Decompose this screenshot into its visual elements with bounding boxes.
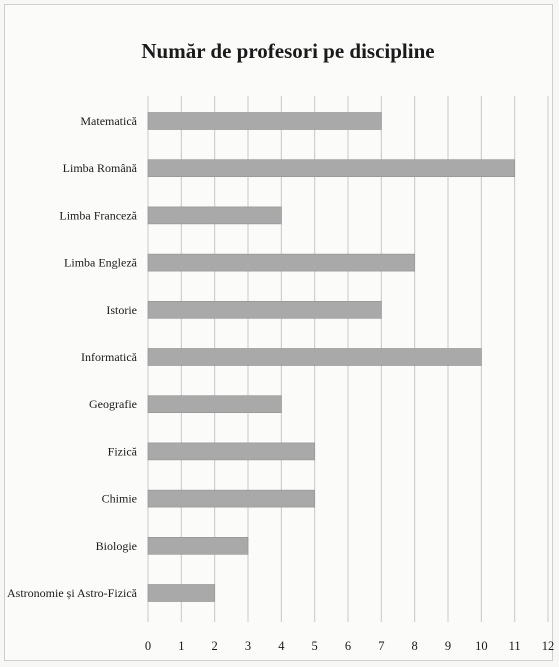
bar (147, 300, 382, 319)
bar (147, 536, 249, 555)
category-labels: Matematică Limba Română Limba Franceză Limb… (7, 114, 138, 600)
bar (147, 253, 415, 272)
x-tick-label: 12 (542, 639, 555, 653)
x-tick-label: 11 (509, 639, 521, 653)
category-label: Limba Română (63, 161, 138, 175)
bar (147, 206, 282, 225)
x-tick-label: 0 (145, 639, 151, 653)
x-tick-label: 2 (212, 639, 218, 653)
x-tick-label: 6 (345, 639, 351, 653)
category-label: Geografie (89, 397, 137, 411)
bar (147, 348, 482, 366)
x-tick-label: 3 (245, 639, 251, 653)
x-tick-label: 9 (445, 639, 451, 653)
bar (147, 489, 315, 508)
category-label: Biologie (96, 539, 137, 553)
x-tick-label: 7 (378, 639, 384, 653)
bar (147, 584, 215, 602)
x-tick-label: 1 (178, 639, 184, 653)
bar (147, 159, 515, 177)
bar (147, 395, 282, 414)
category-label: Informatică (81, 350, 138, 364)
category-label: Chimie (102, 492, 137, 506)
category-label: Matematică (80, 114, 137, 128)
x-tick-label: 10 (475, 639, 488, 653)
bars (147, 112, 515, 602)
x-tick-labels: 0 1 2 3 4 5 6 7 8 9 10 11 12 (145, 639, 554, 653)
category-label: Astronomie și Astro-Fizică (7, 586, 138, 600)
x-tick-label: 4 (278, 639, 285, 653)
x-tick-label: 8 (412, 639, 418, 653)
category-label: Limba Franceză (59, 208, 137, 222)
category-label: Limba Engleză (64, 256, 138, 270)
chart-title: Număr de profesori pe discipline (141, 39, 434, 63)
category-label: Fizică (108, 444, 138, 458)
bar (147, 112, 382, 130)
bar (147, 442, 315, 461)
x-tick-label: 5 (312, 639, 318, 653)
category-label: Istorie (106, 303, 137, 317)
